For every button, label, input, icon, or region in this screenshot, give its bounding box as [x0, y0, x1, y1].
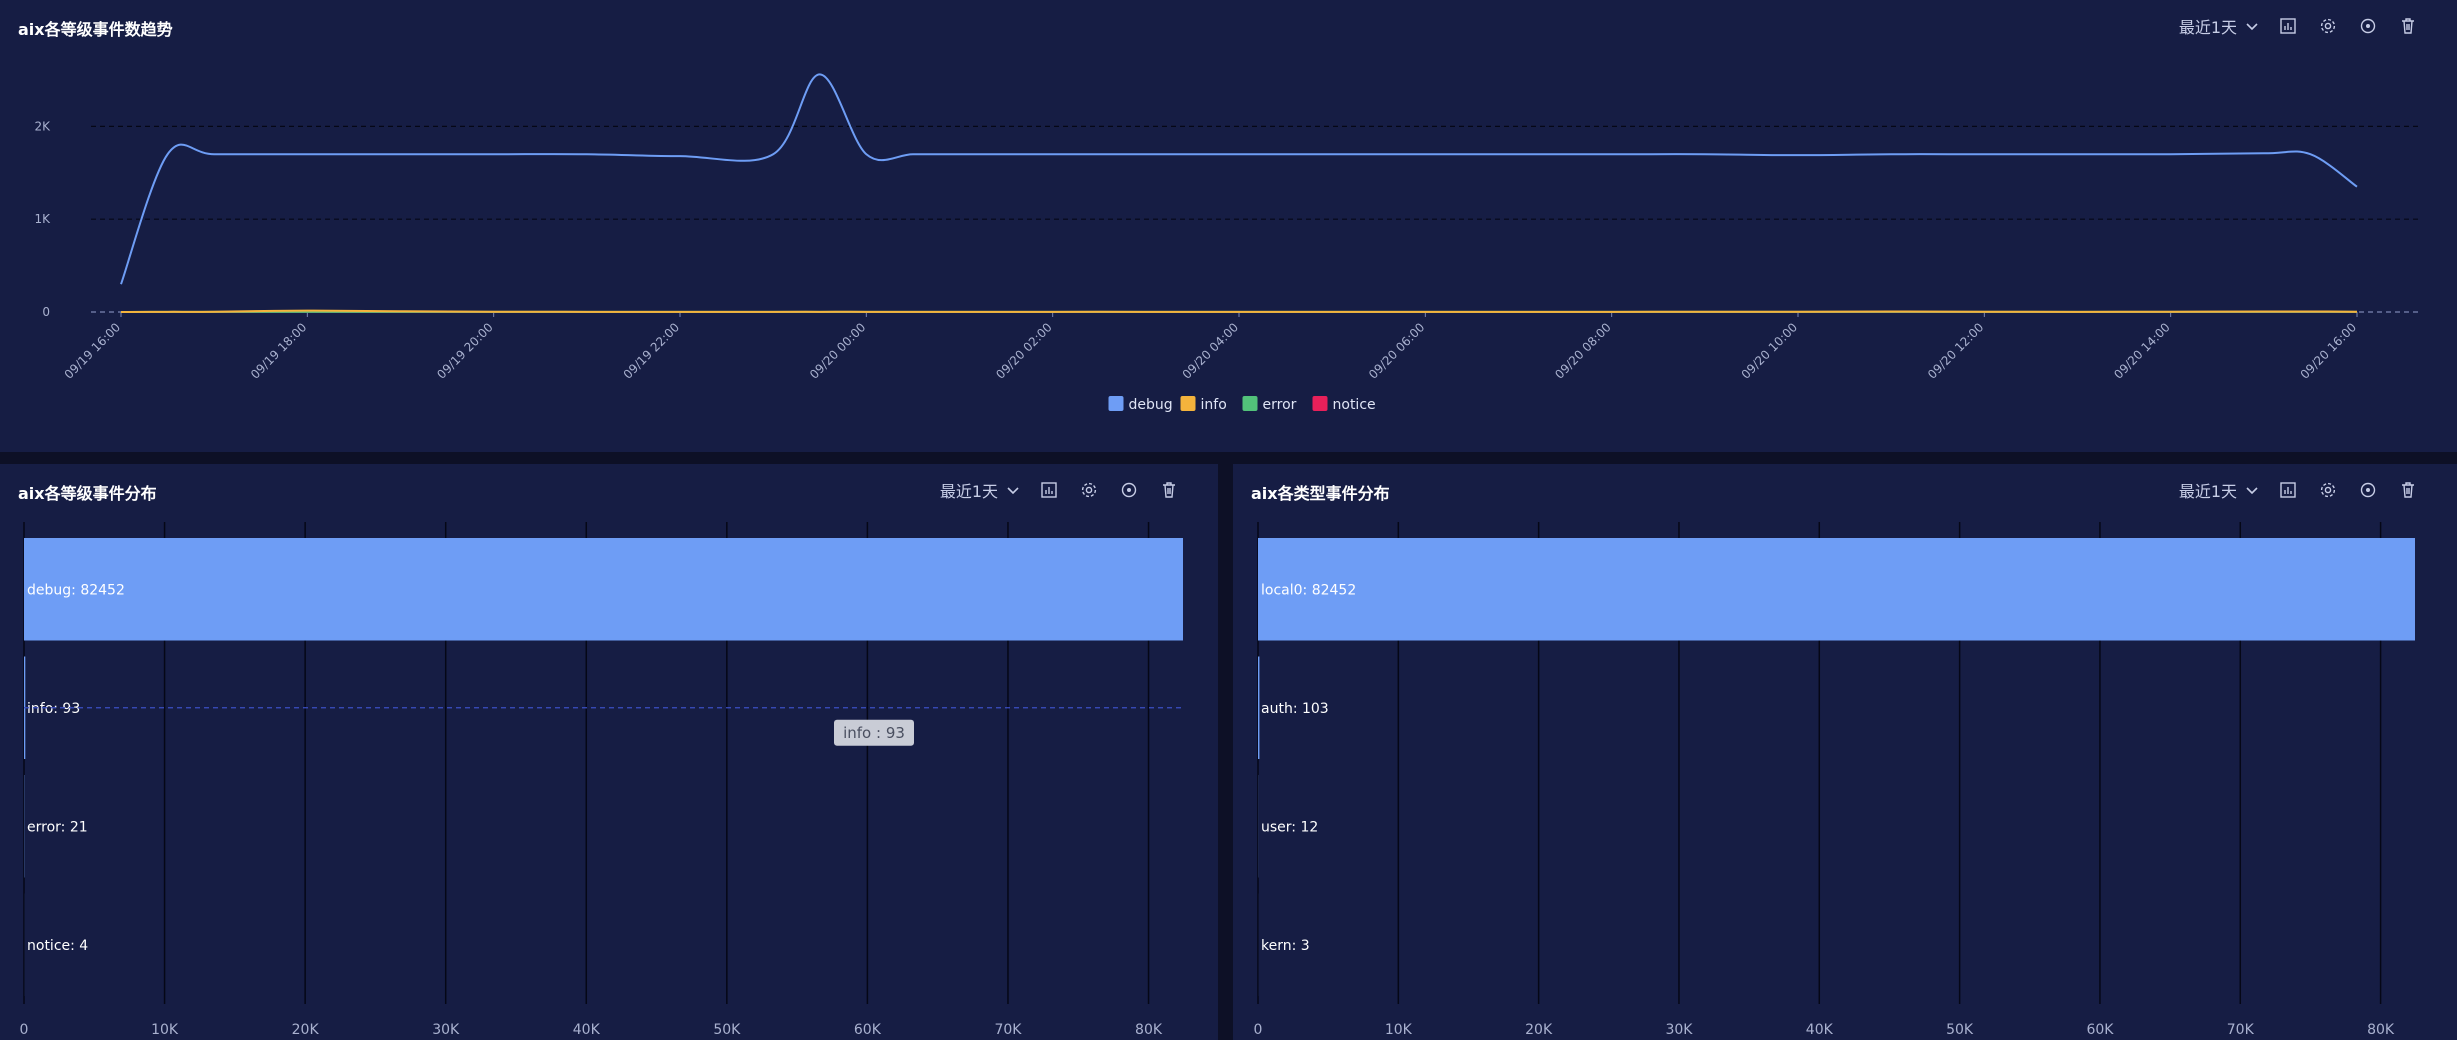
level-tooltip-box — [834, 719, 914, 746]
x-tick-label-2: 09/19 20:00 — [434, 320, 496, 382]
trend-panel: aix各等级事件数趋势 最近1天 0 1K 2K 09/19 16:00 09/19 1… — [0, 0, 2457, 452]
legend-label-debug: debug — [1129, 397, 1173, 413]
x-tick-label-12: 09/20 16:00 — [2298, 320, 2360, 382]
x-tick-label-0: 09/19 16:00 — [62, 320, 124, 382]
type-bar-label-kern: kern: 3 — [1261, 938, 1310, 954]
type-bar-chart: 0 10K 20K 30K 40K 50K 60K 70K 80K local0: 82452 au… — [1254, 522, 2415, 1038]
legend-label-error: error — [1263, 397, 1297, 413]
time-range-label: 最近1天 — [939, 482, 998, 501]
type-x-tick-label-7: 70K — [2227, 1022, 2255, 1038]
type-x-tick-label-6: 60K — [2086, 1022, 2114, 1038]
type-bar-label-auth: auth: 103 — [1261, 701, 1329, 717]
delete-icon[interactable] — [2397, 15, 2419, 37]
x-tick-label-3: 09/19 22:00 — [621, 320, 683, 382]
chart-type-icon[interactable] — [2277, 479, 2299, 501]
legend-label-info: info — [1201, 397, 1227, 413]
type-x-tick-label-1: 10K — [1385, 1022, 1413, 1038]
x-tick-label-5: 09/20 02:00 — [993, 320, 1055, 382]
y-tick-label-0: 0 — [42, 305, 50, 319]
level-x-tick-label-1: 10K — [151, 1022, 179, 1038]
level-panel-title: aix各等级事件分布 — [18, 484, 157, 503]
refresh-icon[interactable] — [2357, 479, 2379, 501]
y-tick-label-1: 1K — [34, 212, 51, 226]
x-tick-label-7: 09/20 06:00 — [1366, 320, 1428, 382]
type-x-tick-label-4: 40K — [1806, 1022, 1834, 1038]
level-toolbar: 最近1天 — [940, 478, 1180, 502]
type-panel: aix各类型事件分布 最近1天 0 10K 20K 30K 40K 50K 60K 70K 80… — [1233, 464, 2457, 1040]
type-x-tick-label-8: 80K — [2367, 1022, 2395, 1038]
x-tick-label-8: 09/20 08:00 — [1552, 320, 1614, 382]
series-line-info — [120, 309, 2358, 313]
time-range-label: 最近1天 — [2178, 18, 2237, 37]
type-x-tick-label-2: 20K — [1525, 1022, 1553, 1038]
level-x-tick-label-5: 50K — [713, 1022, 741, 1038]
x-tick-label-1: 09/19 18:00 — [248, 320, 310, 382]
settings-icon[interactable] — [2317, 479, 2339, 501]
type-bar-local0 — [1258, 538, 2415, 641]
level-bar-label-info: info: 93 — [27, 701, 80, 717]
type-bar-label-local0: local0: 82452 — [1261, 582, 1356, 598]
chart-type-icon[interactable] — [2277, 15, 2299, 37]
x-tick-label-9: 09/20 10:00 — [1739, 320, 1801, 382]
trend-panel-title: aix各等级事件数趋势 — [18, 20, 173, 39]
level-bar-label-debug: debug: 82452 — [27, 582, 125, 598]
type-bar-label-user: user: 12 — [1261, 819, 1318, 835]
type-x-tick-label-3: 30K — [1665, 1022, 1693, 1038]
legend-swatch-info — [1180, 396, 1196, 411]
level-tooltip-text: info : 93 — [843, 724, 905, 742]
level-bar-label-notice: notice: 4 — [27, 938, 88, 954]
type-bar-auth — [1258, 656, 1260, 759]
level-x-tick-label-0: 0 — [20, 1022, 29, 1038]
level-bar-chart: 0 10K 20K 30K 40K 50K 60K 70K 80K debug: 82452 inf… — [20, 522, 1183, 1038]
legend-swatch-debug — [1108, 396, 1124, 411]
level-panel: aix各等级事件分布 最近1天 0 10K 20K 30K 40K 50K 60K 70K 80… — [0, 464, 1218, 1040]
level-bar-label-error: error: 21 — [27, 819, 88, 835]
chevron-down-icon — [2245, 17, 2259, 36]
time-range-select[interactable]: 最近1天 — [2179, 478, 2259, 502]
level-x-tick-label-8: 80K — [1135, 1022, 1163, 1038]
level-x-tick-label-7: 70K — [994, 1022, 1022, 1038]
x-tick-label-6: 09/20 04:00 — [1180, 320, 1242, 382]
type-x-tick-label-0: 0 — [1254, 1022, 1263, 1038]
delete-icon[interactable] — [2397, 479, 2419, 501]
x-tick-label-4: 09/20 00:00 — [807, 320, 869, 382]
type-toolbar: 最近1天 — [2179, 478, 2419, 502]
chevron-down-icon — [2245, 481, 2259, 500]
legend-label-notice: notice — [1333, 397, 1376, 413]
chevron-down-icon — [1006, 481, 1020, 500]
level-x-tick-label-3: 30K — [432, 1022, 460, 1038]
time-range-select[interactable]: 最近1天 — [940, 478, 1020, 502]
type-x-tick-label-5: 50K — [1946, 1022, 1974, 1038]
settings-icon[interactable] — [1078, 479, 1100, 501]
x-tick-label-11: 09/20 14:00 — [2111, 320, 2173, 382]
level-x-tick-label-2: 20K — [292, 1022, 320, 1038]
series-line-debug — [120, 73, 2358, 285]
level-bar-debug — [24, 538, 1183, 641]
refresh-icon[interactable] — [2357, 15, 2379, 37]
chart-type-icon[interactable] — [1038, 479, 1060, 501]
legend-swatch-error — [1242, 396, 1258, 411]
settings-icon[interactable] — [2317, 15, 2339, 37]
type-panel-title: aix各类型事件分布 — [1251, 484, 1390, 503]
time-range-select[interactable]: 最近1天 — [2179, 14, 2259, 38]
level-x-tick-label-6: 60K — [854, 1022, 882, 1038]
delete-icon[interactable] — [1158, 479, 1180, 501]
trend-toolbar: 最近1天 — [2179, 14, 2419, 38]
legend-swatch-notice — [1312, 396, 1328, 411]
x-tick-label-10: 09/20 12:00 — [1925, 320, 1987, 382]
y-tick-label-2: 2K — [34, 119, 51, 133]
trend-line-chart: 0 1K 2K 09/19 16:00 09/19 18:00 09/19 20:00 09… — [34, 73, 2420, 413]
level-x-tick-label-4: 40K — [573, 1022, 601, 1038]
time-range-label: 最近1天 — [2178, 482, 2237, 501]
refresh-icon[interactable] — [1118, 479, 1140, 501]
